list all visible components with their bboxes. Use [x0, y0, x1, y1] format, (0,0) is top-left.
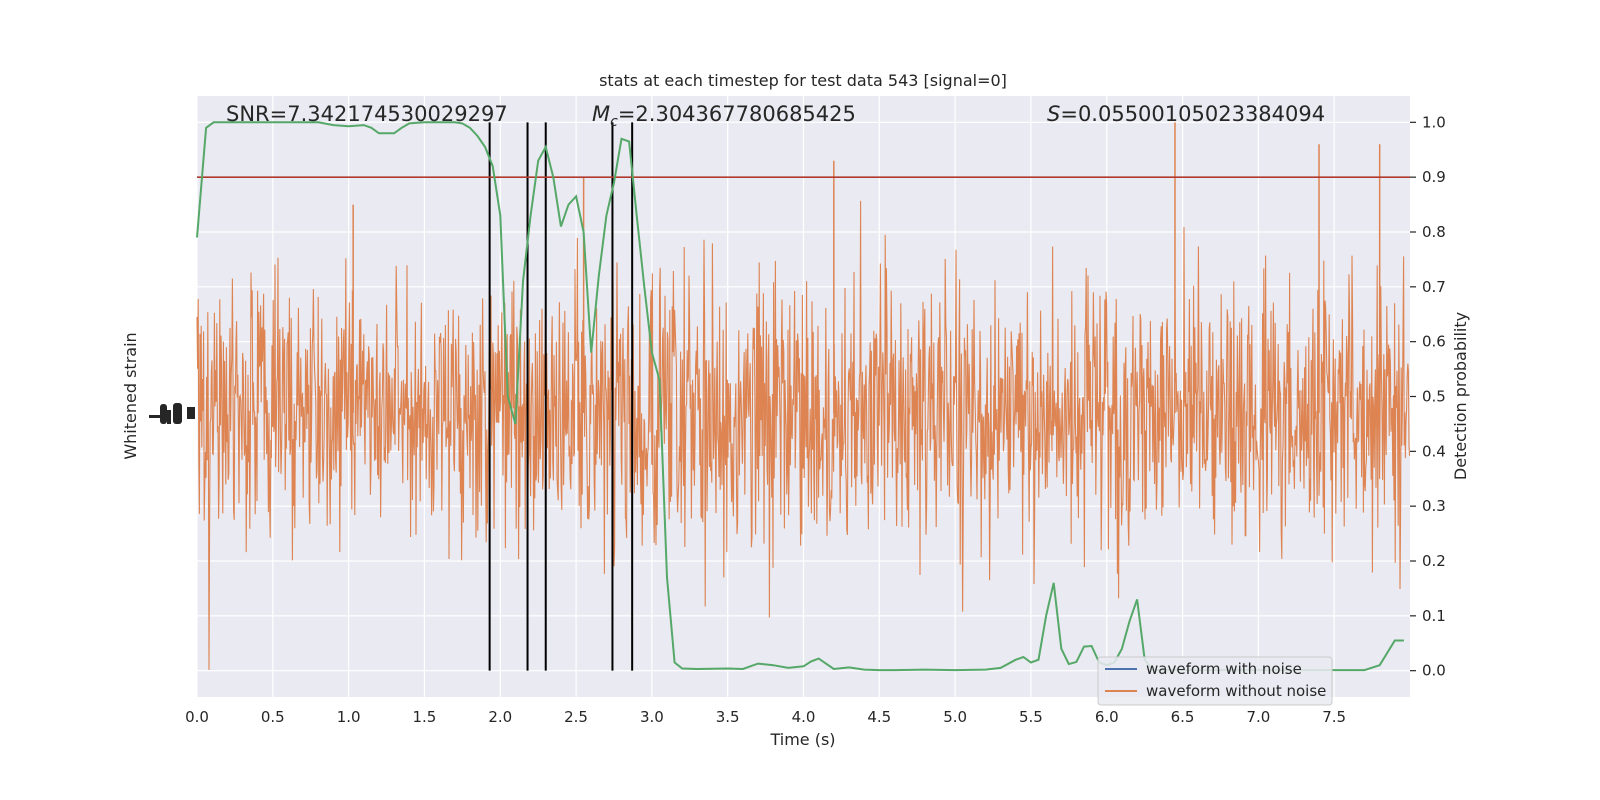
x-axis-label: Time (s): [769, 730, 835, 749]
x-tick-label: 5.0: [943, 708, 967, 726]
legend-label-noise: waveform with noise: [1146, 660, 1302, 678]
x-tick-label: 7.0: [1246, 708, 1270, 726]
chirp-mass-annotation: Mc=2.304367780685425: [592, 102, 856, 130]
y-tick-label: 0.6: [1422, 333, 1446, 351]
x-tick-label: 1.0: [337, 708, 361, 726]
y-tick-label: 0.1: [1422, 607, 1446, 625]
x-tick-label: 2.5: [564, 708, 588, 726]
chart-title: stats at each timestep for test data 543…: [599, 71, 1007, 90]
y-tick-label: 0.4: [1422, 442, 1446, 460]
x-tick-label: 0.0: [185, 708, 209, 726]
x-tick-label: 3.5: [716, 708, 740, 726]
y-tick-label: 0.5: [1422, 388, 1446, 406]
strain-trace: [196, 200, 1411, 671]
y-tick-label: 0.8: [1422, 223, 1446, 241]
vertical-lines: [488, 122, 634, 671]
x-tick-label: 4.0: [792, 708, 816, 726]
y-tick-label: 0.3: [1422, 497, 1446, 515]
strain-series: [196, 122, 1411, 671]
y-tick-label: 1.0: [1422, 113, 1446, 131]
y-axis-label-left: Whitened strain: [121, 332, 140, 459]
legend-label-clean: waveform without noise: [1146, 682, 1326, 700]
s-annotation: S=0.05500105023384094: [1047, 102, 1325, 126]
x-tick-label: 6.0: [1095, 708, 1119, 726]
x-tick-label: 7.5: [1322, 708, 1346, 726]
y-tick-label: 0.2: [1422, 552, 1446, 570]
y-axis-label-right: Detection probability: [1451, 312, 1470, 480]
x-tick-label: 3.0: [640, 708, 664, 726]
legend: waveform with noise waveform without noi…: [1097, 656, 1333, 706]
x-tick-label: 6.5: [1171, 708, 1195, 726]
left-tick-clutter: [149, 403, 195, 424]
axis-ticks: 0.0 0.5 1.0 1.5 2.0 2.5 3.0 3.5 4.0 4.5 5.0 5.5 6.0 6…: [185, 113, 1446, 726]
x-tick-label: 0.5: [261, 708, 285, 726]
x-tick-label: 4.5: [867, 708, 891, 726]
snr-annotation: SNR=7.342174530029297: [226, 102, 508, 126]
x-tick-label: 5.5: [1019, 708, 1043, 726]
y-tick-label: 0.7: [1422, 278, 1446, 296]
y-tick-label: 0.9: [1422, 168, 1446, 186]
y-tick-label: 0.0: [1422, 662, 1446, 680]
x-tick-label: 1.5: [413, 708, 437, 726]
x-tick-label: 2.0: [488, 708, 512, 726]
